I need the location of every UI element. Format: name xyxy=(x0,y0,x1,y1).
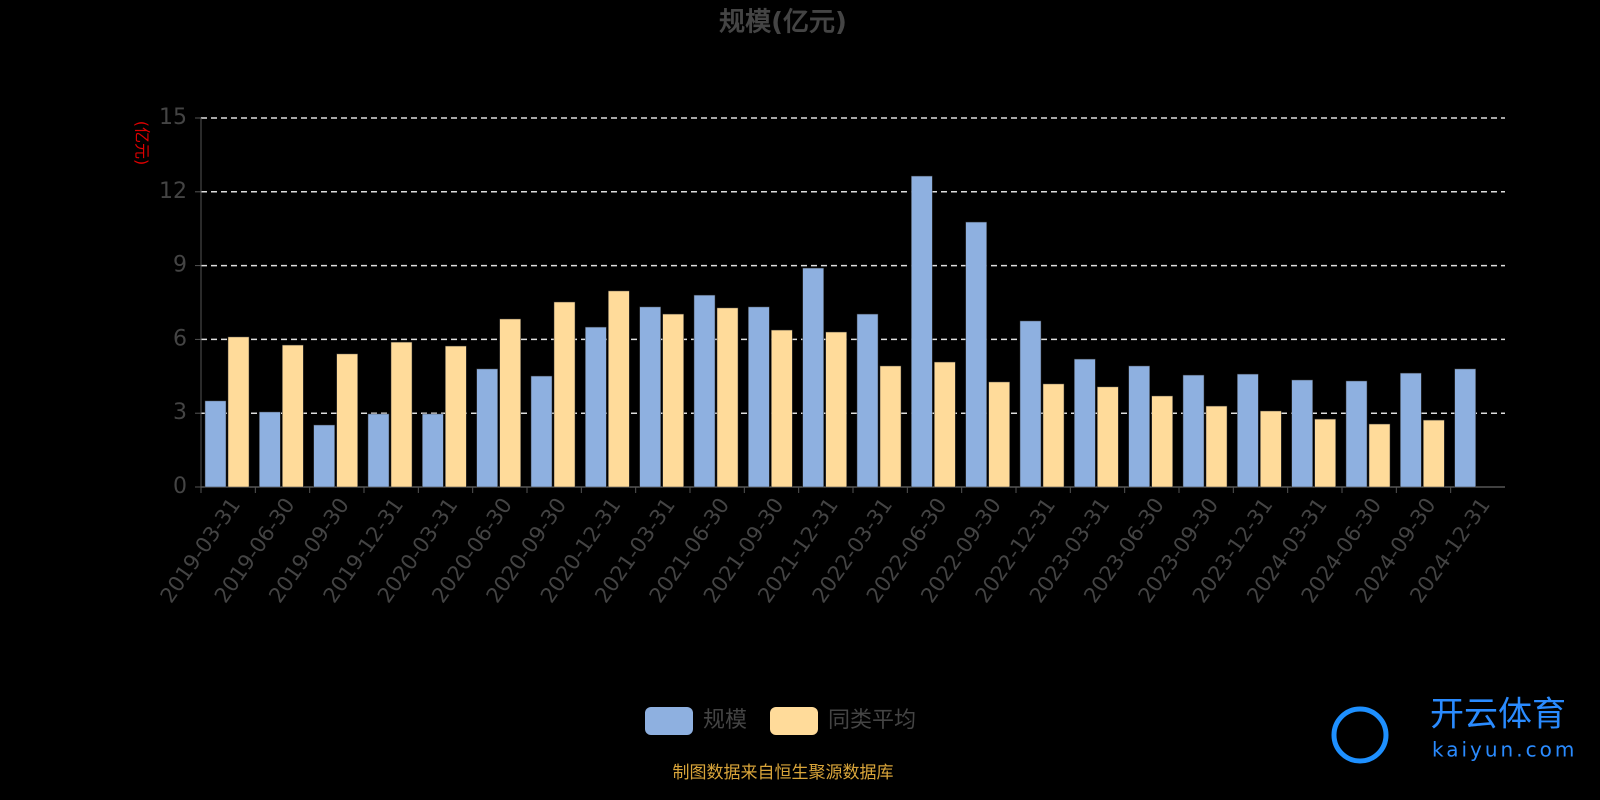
bar xyxy=(282,344,304,488)
source-note: 制图数据来自恒生聚源数据库 xyxy=(673,763,894,783)
y-tick-label: 12 xyxy=(159,179,187,204)
bar xyxy=(608,290,630,488)
bar xyxy=(1205,405,1228,488)
bar xyxy=(390,341,413,488)
bar xyxy=(662,313,684,488)
legend-label[interactable]: 规模 xyxy=(703,708,747,733)
watermark-text: 开云体育 xyxy=(1430,695,1566,735)
bar xyxy=(422,413,444,488)
bar xyxy=(856,313,879,488)
bar xyxy=(1097,386,1119,488)
bar xyxy=(988,381,1010,488)
bar xyxy=(1345,380,1368,488)
y-tick-label: 15 xyxy=(159,105,187,130)
y-tick-label: 9 xyxy=(173,253,187,278)
bar xyxy=(227,336,250,488)
bar xyxy=(1368,423,1391,488)
bar xyxy=(336,353,358,488)
bar xyxy=(825,331,847,488)
bar xyxy=(965,221,987,488)
watermark-url: kaiyun.com xyxy=(1432,738,1577,762)
y-axis-label: (亿元) xyxy=(133,121,152,166)
bar xyxy=(585,326,607,488)
legend-swatch xyxy=(770,707,818,735)
bar xyxy=(1182,374,1205,488)
bar xyxy=(1042,383,1065,488)
bar xyxy=(1074,358,1096,488)
bar xyxy=(1314,418,1336,488)
bar xyxy=(716,307,739,488)
y-tick-label: 0 xyxy=(173,474,187,499)
logo-icon xyxy=(1331,706,1389,764)
bar xyxy=(771,329,793,488)
bar xyxy=(553,301,576,488)
bar xyxy=(879,365,902,488)
bar xyxy=(1423,419,1445,488)
bar xyxy=(1128,365,1150,488)
y-tick-label: 3 xyxy=(173,400,187,425)
logo: 开云体育 kaiyun.com xyxy=(1331,695,1577,764)
bar xyxy=(1400,372,1422,488)
bar xyxy=(313,424,335,488)
bar xyxy=(204,400,227,488)
bar xyxy=(1151,395,1173,488)
legend-label[interactable]: 同类平均 xyxy=(828,708,916,733)
bar xyxy=(748,306,770,488)
y-tick-label: 6 xyxy=(173,326,187,351)
bar xyxy=(499,318,521,488)
bar xyxy=(934,361,956,488)
bar xyxy=(445,345,467,488)
bar xyxy=(1019,320,1042,488)
bar xyxy=(802,267,824,488)
bar xyxy=(1291,379,1313,488)
legend-swatch xyxy=(645,707,693,735)
bar xyxy=(911,175,933,488)
bar xyxy=(693,294,716,488)
bar xyxy=(530,375,553,488)
bar xyxy=(639,306,661,488)
bar xyxy=(1237,373,1259,488)
bar xyxy=(1454,368,1476,488)
bar xyxy=(1260,410,1282,488)
bar xyxy=(259,411,281,488)
bar xyxy=(367,413,390,488)
chart-title: 规模(亿元) xyxy=(719,8,847,38)
bar xyxy=(476,368,498,488)
